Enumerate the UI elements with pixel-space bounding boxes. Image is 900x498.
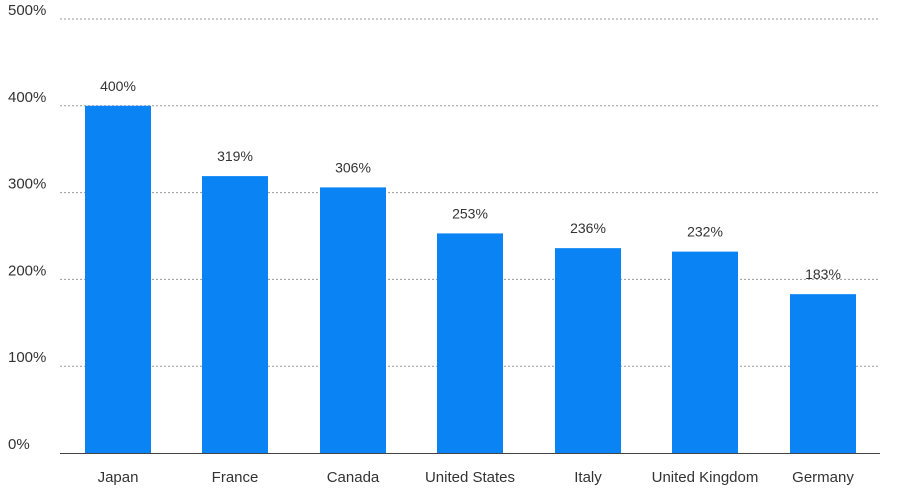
y-tick-label: 200%	[8, 262, 46, 279]
x-tick-label: France	[212, 469, 259, 486]
x-tick-label: Italy	[574, 469, 602, 486]
y-tick-label: 100%	[8, 349, 46, 366]
bar-united-states	[437, 233, 503, 453]
bar-italy	[555, 248, 621, 453]
bar-united-kingdom	[672, 251, 738, 453]
y-axis-tick-labels: 0% 100% 200% 300% 400% 500%	[8, 2, 46, 453]
x-tick-label: Japan	[98, 469, 139, 486]
y-tick-label: 400%	[8, 89, 46, 106]
data-label: 232%	[687, 224, 723, 240]
data-label: 319%	[217, 148, 253, 164]
data-label: 253%	[452, 205, 488, 221]
x-tick-label: Germany	[792, 469, 854, 486]
x-tick-label: United States	[425, 469, 515, 486]
bars	[85, 105, 856, 454]
data-label: 236%	[570, 220, 606, 236]
x-tick-label: Canada	[327, 469, 380, 486]
y-tick-label: 500%	[8, 2, 46, 19]
data-label: 400%	[100, 78, 136, 94]
x-tick-label: United Kingdom	[652, 469, 759, 486]
bar-france	[202, 176, 268, 453]
data-label: 183%	[805, 266, 841, 282]
data-label: 306%	[335, 159, 371, 175]
x-axis-tick-labels: Japan France Canada United States Italy Unite…	[98, 469, 855, 486]
y-tick-label: 300%	[8, 176, 46, 193]
y-tick-label: 0%	[8, 436, 30, 453]
bar-germany	[790, 294, 856, 453]
data-labels: 400% 319% 306% 253% 236% 232% 183%	[100, 78, 841, 282]
bar-canada	[320, 187, 386, 453]
bar-japan	[85, 105, 151, 454]
